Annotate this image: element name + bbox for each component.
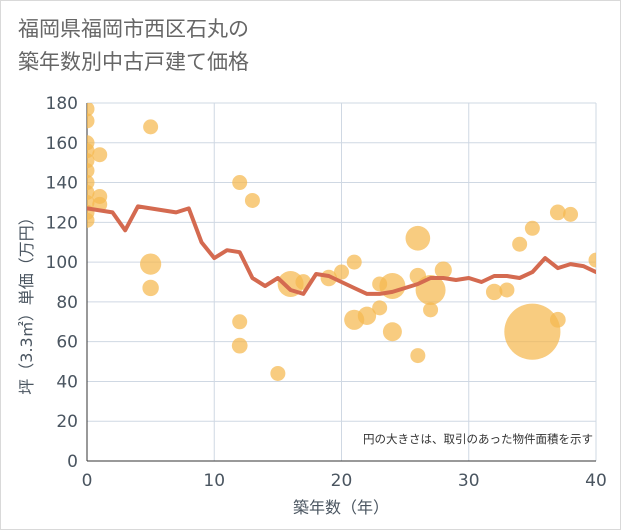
bubble-42 [524,220,540,236]
chart-title-line-1: 福岡県福岡市西区石丸の [18,17,249,41]
y-tick-label-8: 160 [46,134,78,154]
bubble-47 [588,252,596,268]
bubble-10 [87,212,95,228]
x-axis-title: 築年数（年） [293,498,389,517]
y-tick-label-4: 80 [56,293,78,313]
bubble-40 [499,282,515,298]
bubble-14 [143,119,159,135]
bubble-15 [140,253,162,275]
bubble-41 [512,236,528,252]
x-tick-label-4: 40 [585,471,607,491]
size-note: 円の大きさは、取引のあった物件面積を示す [363,432,593,446]
bubble-17 [232,175,248,191]
bubble-45 [549,311,566,328]
bubble-11 [92,147,108,163]
bubble-28 [357,306,377,325]
x-tick-label-3: 30 [458,471,480,491]
bubble-39 [485,283,503,301]
trend-line [87,204,596,296]
bubble-44 [549,204,566,221]
bubble-37 [423,302,439,318]
bubble-33 [405,225,431,251]
bubble-20 [244,192,260,208]
x-tick-label-1: 10 [203,471,225,491]
bubble-30 [372,300,388,316]
bubble-0 [87,103,95,117]
x-tick-label-2: 20 [331,471,353,491]
x-tick-label-0: 0 [82,471,93,491]
bubble-19 [231,337,248,354]
y-tick-label-1: 20 [56,412,78,432]
bubble-5 [87,163,95,179]
tick-labels: 0 20 40 60 80 100 120 140 160 180 0 10 20 30 40 [46,94,607,491]
y-axis-title: 坪（3.3㎡）単価（万円） [17,209,36,394]
y-tick-label-6: 120 [46,213,78,233]
bubble-25 [334,264,349,280]
y-tick-label-7: 140 [46,174,78,194]
bubble-46 [563,206,579,222]
y-tick-label-3: 60 [56,333,78,353]
trend-series [87,204,596,296]
y-tick-label-0: 0 [67,452,78,472]
y-tick-label-5: 100 [46,253,78,273]
bubble-32 [382,322,402,342]
chart-title: 福岡県福岡市西区石丸の 築年数別中古戸建て価格 [18,13,578,79]
bubble-38 [434,261,452,279]
grid-lines [87,102,597,461]
bubble-35 [410,348,426,364]
bubble-26 [346,254,362,270]
bubble-16 [142,279,159,297]
chart-title-line-2: 築年数別中古戸建て価格 [18,50,249,74]
bubble-1 [87,113,95,129]
y-tick-label-9: 180 [46,94,78,114]
bubble-43 [504,303,561,360]
y-tick-label-2: 40 [56,372,78,392]
bubble-18 [232,314,248,330]
bubble-21 [270,365,286,381]
